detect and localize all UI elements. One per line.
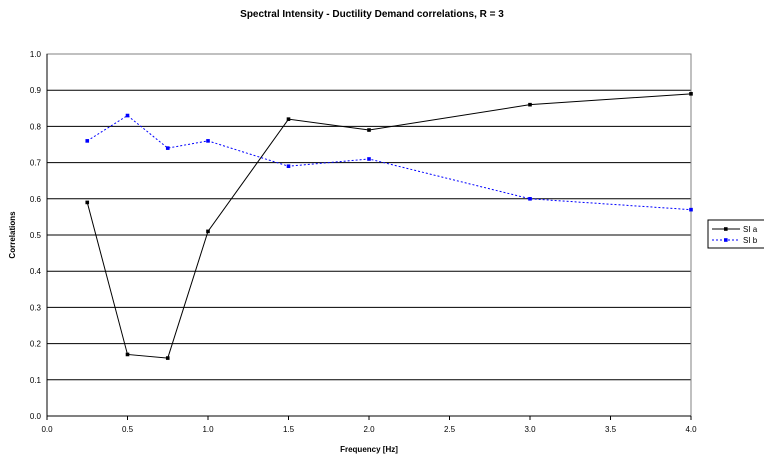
data-point-si-b bbox=[528, 197, 532, 201]
x-tick-label: 2.0 bbox=[363, 425, 375, 434]
y-tick-label: 0.7 bbox=[30, 159, 42, 168]
x-tick-label: 3.0 bbox=[524, 425, 536, 434]
legend: SI a SI b bbox=[707, 219, 764, 249]
data-point-si-b bbox=[125, 113, 130, 118]
axes bbox=[46, 54, 692, 420]
y-tick-label: 0.0 bbox=[30, 412, 42, 421]
data-point-si-a bbox=[286, 117, 291, 121]
data-point-si-a bbox=[125, 352, 130, 357]
data-point-si-a bbox=[528, 102, 532, 107]
y-tick-label: 0.6 bbox=[30, 195, 42, 204]
y-tick-label: 0.3 bbox=[30, 303, 42, 312]
data-point-si-b bbox=[206, 139, 210, 143]
legend-label-si-b: SI b bbox=[743, 236, 758, 245]
y-axis-label: Correlations bbox=[8, 211, 17, 259]
y-tick-label: 0.5 bbox=[30, 231, 42, 240]
y-tick-label: 0.8 bbox=[30, 122, 42, 131]
x-tick-label: 2.5 bbox=[444, 425, 456, 434]
data-point-si-a bbox=[85, 200, 90, 205]
data-point-si-a bbox=[689, 92, 693, 96]
data-point-si-b bbox=[689, 207, 693, 212]
x-tick-label: 1.0 bbox=[202, 425, 214, 434]
x-tick-label: 0.5 bbox=[122, 425, 134, 434]
grid bbox=[47, 53, 691, 381]
legend-label-si-a: SI a bbox=[743, 225, 758, 234]
data-point-si-a bbox=[206, 229, 210, 234]
series-line-si-b bbox=[86, 114, 692, 211]
y-tick-label: 0.1 bbox=[30, 376, 42, 385]
y-tick-label: 0.9 bbox=[30, 86, 42, 95]
y-tick-label: 1.0 bbox=[30, 50, 42, 59]
legend-marker-si-a bbox=[724, 227, 728, 231]
data-point-si-b bbox=[367, 157, 371, 161]
data-point-si-a bbox=[367, 128, 371, 132]
y-tick-label: 0.4 bbox=[30, 267, 42, 276]
x-axis-label: Frequency [Hz] bbox=[340, 445, 398, 454]
x-tick-label: 0.0 bbox=[41, 425, 53, 434]
legend-box bbox=[707, 219, 764, 249]
y-tick-labels: 0.0 0.1 0.2 0.3 0.4 0.5 0.6 0.7 0.8 0.9 1.0 bbox=[30, 50, 42, 421]
chart-title: Spectral Intensity - Ductility Demand co… bbox=[240, 9, 504, 20]
series-line-si-a bbox=[86, 93, 692, 359]
x-tick-label: 4.0 bbox=[685, 425, 697, 434]
y-tick-label: 0.2 bbox=[30, 340, 42, 349]
data-point-si-a bbox=[165, 356, 170, 360]
data-point-si-b bbox=[286, 164, 291, 169]
x-tick-label: 3.5 bbox=[605, 425, 617, 434]
x-tick-labels: 0.0 0.5 1.0 1.5 2.0 2.5 3.0 3.5 4.0 bbox=[41, 425, 697, 434]
series bbox=[85, 92, 693, 360]
x-tick-label: 1.5 bbox=[283, 425, 295, 434]
legend-marker-si-b bbox=[724, 238, 728, 242]
data-point-si-b bbox=[85, 139, 90, 143]
data-point-si-b bbox=[165, 146, 170, 150]
